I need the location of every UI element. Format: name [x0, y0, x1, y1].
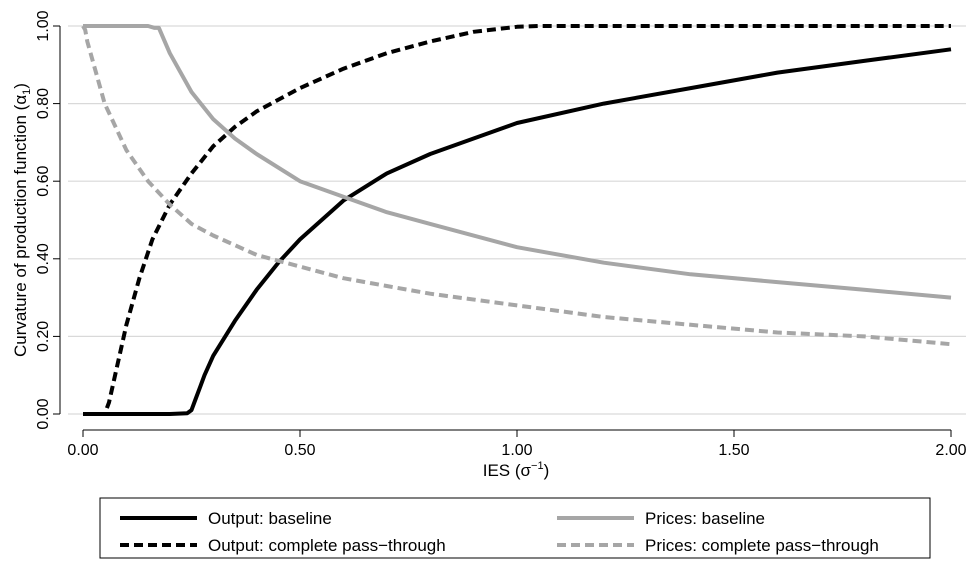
x-tick-label: 1.50 [718, 442, 749, 459]
y-axis-label: Curvature of production function (α1) [11, 83, 33, 357]
x-tick-label: 0.50 [284, 442, 315, 459]
legend: Output: baseline Output: complete pass−th… [99, 497, 931, 559]
y-tick-label: 0.20 [35, 321, 52, 352]
axes [53, 25, 952, 437]
legend-label: Prices: complete pass−through [645, 536, 879, 555]
y-tick-label: 0.40 [35, 243, 52, 274]
series-lines [81, 24, 952, 416]
legend-label: Output: complete pass−through [208, 536, 446, 555]
legend-box [99, 497, 931, 559]
legend-label: Output: baseline [208, 509, 332, 528]
x-axis-label: IES (σ−1) [483, 460, 550, 480]
gridlines [68, 25, 966, 415]
series-line-2 [83, 24, 951, 416]
series-line-4 [81, 25, 952, 347]
x-tick-label: 1.00 [501, 442, 532, 459]
x-tick-label: 0.00 [67, 442, 98, 459]
x-tick-label: 2.00 [935, 442, 966, 459]
legend-label: Prices: baseline [645, 509, 765, 528]
series-line-3 [83, 24, 952, 300]
y-tick-label: 0.60 [35, 166, 52, 197]
y-tick-label: 0.80 [35, 88, 52, 119]
y-tick-label: 0.00 [35, 398, 52, 429]
tick-labels: 0.00 0.20 0.40 0.60 0.80 1.00 0.00 0.50 1.00 1.50… [35, 10, 967, 459]
y-tick-label: 1.00 [35, 10, 52, 41]
